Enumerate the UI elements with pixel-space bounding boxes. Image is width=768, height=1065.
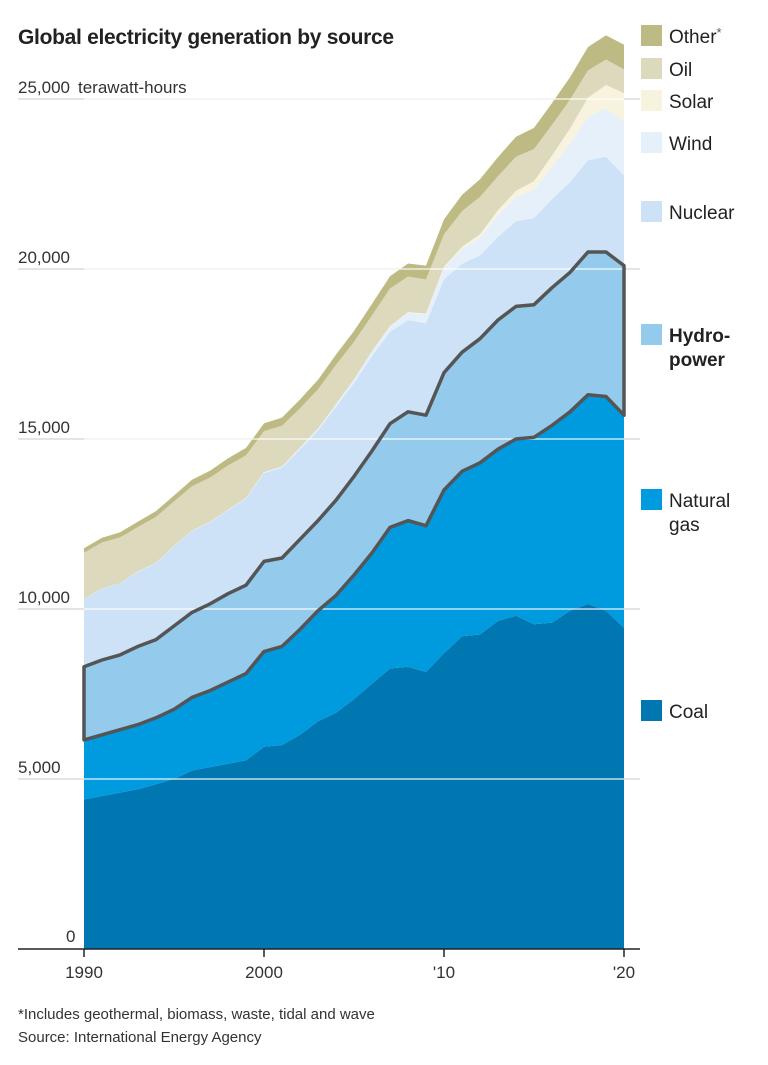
y-tick-label: 10,000 (18, 588, 70, 607)
legend-label: Nuclear (669, 203, 735, 224)
area-oil (84, 59, 624, 599)
legend-swatch (641, 132, 662, 153)
stacked-area-chart: 1990 2000 '10 '20 0 5,000 10,000 15,000 20,000 25… (18, 25, 735, 982)
hydro-outline (82, 250, 626, 742)
legend-item: Solar (641, 90, 714, 113)
legend-swatch (641, 90, 662, 111)
legend-label: Oil (669, 60, 692, 81)
legend-label: Coal (669, 702, 708, 723)
legend-item: Other* (641, 25, 722, 48)
y-tick-label: 0 (66, 927, 75, 946)
source-note: Source: International Energy Agency (18, 1029, 262, 1046)
chart-title: Global electricity generation by source (18, 26, 394, 49)
legend-label: Natural (669, 491, 730, 512)
x-tick-label: 2000 (245, 963, 283, 982)
legend-swatch (641, 700, 662, 721)
legend-item: Coal (641, 700, 708, 723)
area-hydro-power (84, 252, 624, 740)
y-tick-label: 15,000 (18, 418, 70, 437)
area-other (84, 35, 624, 553)
legend-label: Solar (669, 92, 714, 113)
legend-item: Nuclear (641, 201, 735, 224)
area-nuclear (84, 156, 624, 667)
footnote: *Includes geothermal, biomass, waste, ti… (18, 1006, 375, 1023)
y-tick-label: 20,000 (18, 248, 70, 267)
legend-swatch (641, 324, 662, 345)
legend-item: Natural gas (641, 489, 730, 536)
legend-item: Hydro-power (641, 324, 730, 371)
area-wind (84, 108, 624, 599)
legend-swatch (641, 489, 662, 510)
legend-label: Other* (669, 25, 722, 48)
x-tick-label: '10 (433, 963, 455, 982)
area-coal (84, 603, 624, 949)
unit-label: terawatt-hours (78, 78, 187, 97)
legend-label: power (669, 350, 726, 371)
legend-label: Wind (669, 134, 712, 155)
x-tick-label: '20 (613, 963, 635, 982)
legend-swatch (641, 25, 662, 46)
y-tick-label: 25,000 terawatt-hours (18, 78, 187, 97)
legend-item: Oil (641, 58, 692, 81)
legend-label: Hydro- (669, 326, 730, 347)
x-tick-label: 1990 (65, 963, 103, 982)
area-solar (84, 85, 624, 599)
legend-swatch (641, 58, 662, 79)
legend-swatch (641, 201, 662, 222)
legend-label: gas (669, 515, 700, 536)
legend-item: Wind (641, 132, 712, 155)
area-natural-gas (84, 394, 624, 800)
y-tick-label: 5,000 (18, 758, 61, 777)
